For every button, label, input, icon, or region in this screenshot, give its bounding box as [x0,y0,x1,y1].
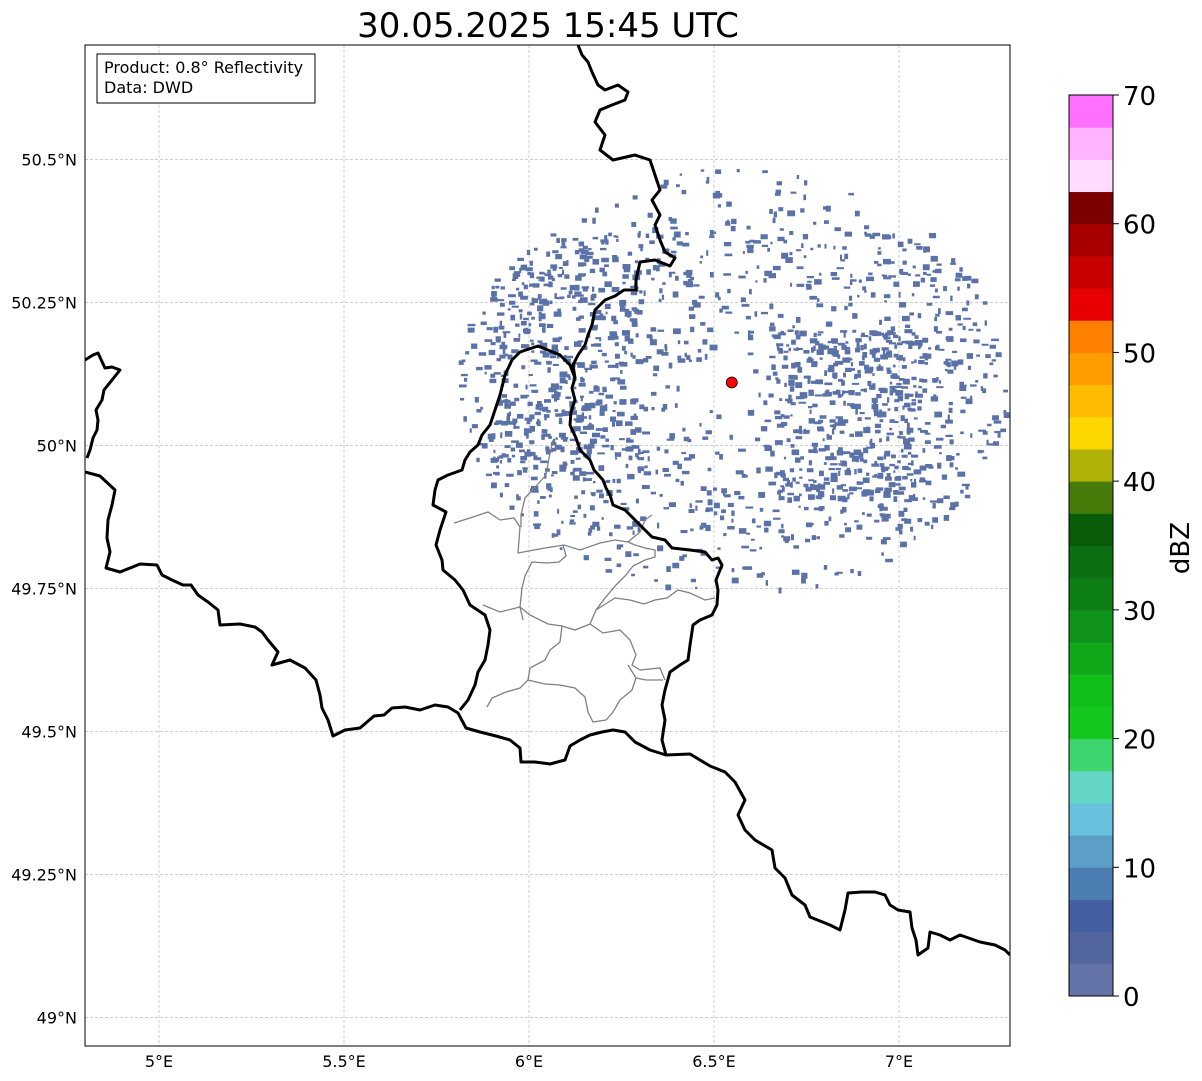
colorbar-swatch [1069,448,1113,482]
lat-tick-label: 50.5°N [21,150,77,169]
map-frame [84,44,1011,1047]
colorbar-swatch [1069,963,1113,997]
colorbar-swatch [1069,127,1113,160]
colorbar-swatch [1069,191,1113,225]
colorbar-swatch [1069,159,1113,193]
reflectivity-echoes [458,169,1010,594]
colorbar-swatch [1069,738,1113,772]
colorbar-swatch [1069,899,1113,933]
colorbar-tick-label: 30 [1123,597,1156,627]
colorbar-swatch [1069,95,1113,128]
colorbar-swatch [1069,609,1113,643]
colorbar-swatch [1069,867,1113,900]
colorbar-swatch [1069,674,1113,707]
graticule [85,45,1010,1046]
colorbar-swatch [1069,481,1113,514]
colorbar-tick-label: 70 [1123,82,1156,112]
colorbar-swatches [1069,95,1113,997]
radar-site-marker [725,376,738,389]
lon-tick-label: 5°E [145,1052,173,1071]
colorbar-swatch [1069,320,1113,353]
colorbar-swatch [1069,255,1113,289]
colorbar-swatch [1069,931,1113,965]
colorbar-tick-label: 60 [1123,211,1156,241]
lat-tick-label: 49°N [37,1008,77,1027]
borders [85,45,1010,957]
colorbar-tick-label: 10 [1123,854,1156,884]
lon-tick-label: 7°E [885,1052,913,1071]
lat-tick-label: 50.25°N [11,293,77,312]
lat-tick-label: 49.75°N [11,579,77,598]
lon-tick-label: 5.5°E [322,1052,366,1071]
lat-tick-label: 49.5°N [21,722,77,741]
info-product: Product: 0.8° Reflectivity [104,58,303,77]
colorbar-swatch [1069,802,1113,836]
colorbar-frame [1068,94,1114,997]
colorbar-swatch [1069,223,1113,257]
colorbar-tick-label: 40 [1123,468,1156,498]
colorbar: 0 10 20 30 40 50 60 70 dBZ [1068,82,1196,1013]
colorbar-swatch [1069,513,1113,546]
colorbar-swatch [1069,288,1113,321]
colorbar-swatch [1069,706,1113,740]
colorbar-swatch [1069,835,1113,868]
colorbar-ticks: 0 10 20 30 40 50 60 70 [1113,82,1156,1013]
colorbar-swatch [1069,352,1113,386]
map-title: 30.05.2025 15:45 UTC [357,6,739,46]
colorbar-swatch [1069,642,1113,675]
axis-tick-labels: 5°E 5.5°E 6°E 6.5°E 7°E 49°N 49.25°N 49.5°N 49.7… [11,150,913,1071]
colorbar-swatch [1069,770,1113,804]
colorbar-swatch [1069,384,1113,418]
colorbar-swatch [1069,577,1113,611]
country-borders [85,45,1010,957]
lat-tick-label: 49.25°N [11,865,77,884]
lon-tick-label: 6.5°E [692,1052,736,1071]
canton-borders [453,439,716,723]
colorbar-tick-label: 50 [1123,339,1156,369]
lon-tick-label: 6°E [515,1052,543,1071]
colorbar-swatch [1069,416,1113,450]
info-box: Product: 0.8° Reflectivity Data: DWD [96,53,316,104]
colorbar-swatch [1069,545,1113,579]
map-panel [85,45,1010,1046]
echo-pixels [458,169,1010,594]
lat-tick-label: 50°N [37,436,77,455]
colorbar-label: dBZ [1166,522,1196,574]
colorbar-tick-label: 0 [1123,983,1140,1013]
colorbar-tick-label: 20 [1123,726,1156,756]
info-data-source: Data: DWD [104,78,193,97]
